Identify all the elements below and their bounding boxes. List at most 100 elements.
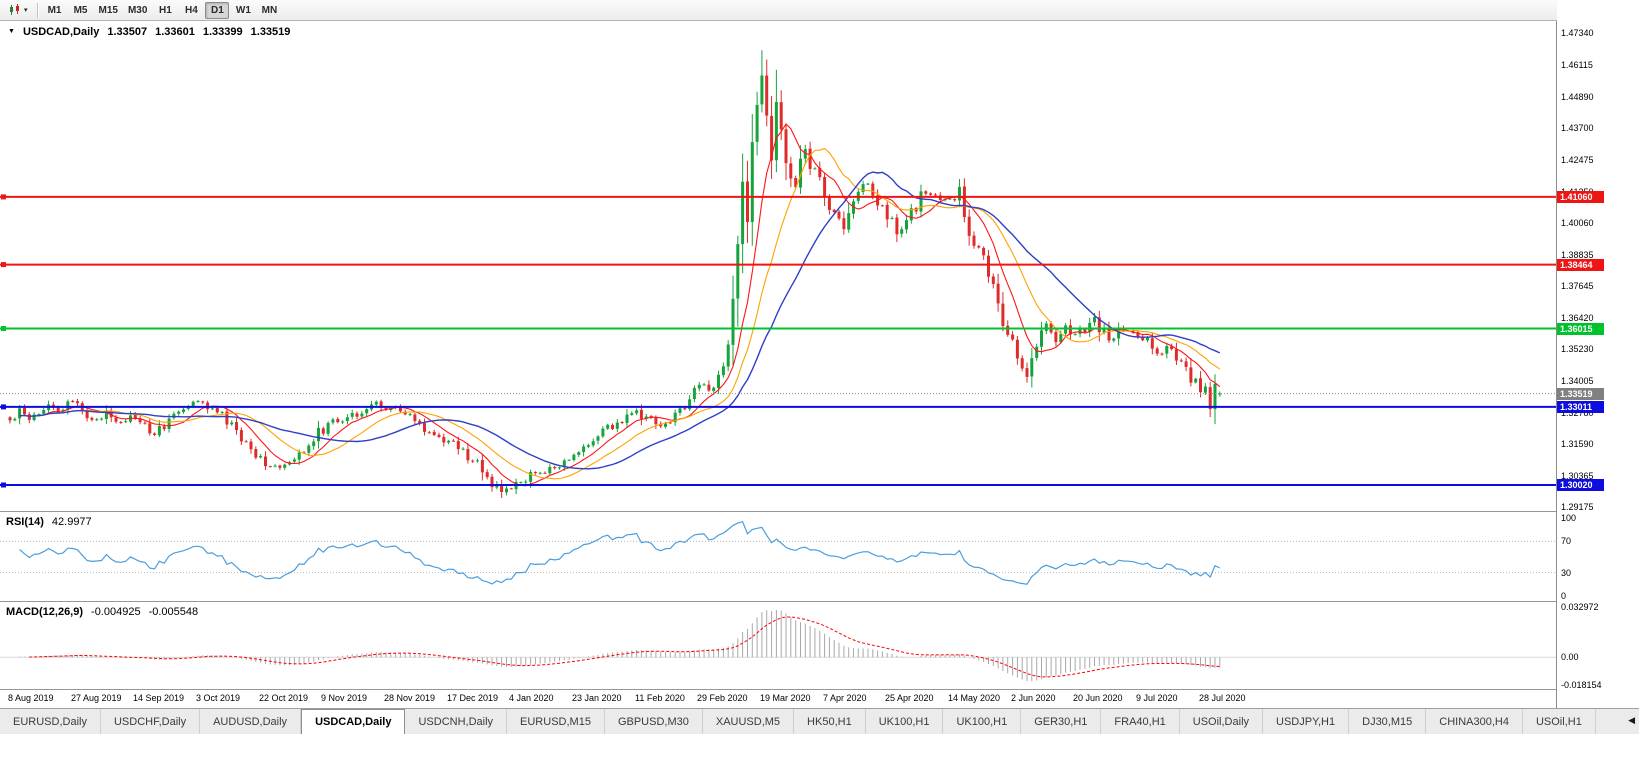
- price-axis-divider: [1556, 21, 1557, 708]
- date-axis-label: 19 Mar 2020: [760, 693, 811, 703]
- chart-tab-audusd-daily[interactable]: AUDUSD,Daily: [200, 709, 302, 734]
- main-chart-panel[interactable]: [0, 21, 1556, 511]
- ohlc-close-value: 1.33519: [250, 26, 291, 38]
- chart-tab-usdjpy-h1[interactable]: USDJPY,H1: [1263, 709, 1350, 734]
- price-axis-tick: 1.35230: [1561, 344, 1594, 354]
- timeframe-button-m15[interactable]: M15: [98, 4, 118, 16]
- timeframe-button-mn[interactable]: MN: [261, 4, 278, 16]
- date-axis-label: 3 Oct 2019: [196, 693, 241, 703]
- macd-panel[interactable]: [0, 603, 1556, 689]
- date-axis-label: 11 Feb 2020: [635, 693, 685, 703]
- chart-tab-usdcnh-daily[interactable]: USDCNH,Daily: [405, 709, 508, 734]
- timeframe-button-m30[interactable]: M30: [127, 4, 148, 16]
- ohlc-open-value: 1.33507: [107, 26, 148, 38]
- chart-tab-xauusd-m5[interactable]: XAUUSD,M5: [702, 709, 795, 734]
- chart-tab-usdchf-daily[interactable]: USDCHF,Daily: [100, 709, 201, 734]
- date-axis-label: 4 Jan 2020: [509, 693, 554, 703]
- price-axis[interactable]: 1.473401.461151.448901.437001.424751.412…: [1557, 0, 1639, 708]
- price-axis-tick: 1.40060: [1561, 218, 1594, 228]
- chart-tab-uk100-h1[interactable]: UK100,H1: [943, 709, 1022, 734]
- date-axis-label: 9 Nov 2019: [321, 693, 368, 703]
- macd-axis-tick: 0.032972: [1561, 602, 1599, 612]
- candlestick-chart-icon: [10, 4, 19, 15]
- main-chart-canvas[interactable]: [0, 21, 1556, 511]
- rsi-panel[interactable]: [0, 513, 1556, 601]
- rsi-axis-tick: 0: [1561, 591, 1567, 601]
- date-axis-label: 9 Jul 2020: [1136, 693, 1178, 703]
- timeframe-button-d1[interactable]: D1: [205, 1, 230, 19]
- timeframe-button-w1[interactable]: W1: [235, 4, 251, 16]
- price-axis-tick: 1.38835: [1561, 250, 1594, 260]
- hline-price-badge: 1.38464: [1557, 259, 1604, 271]
- chart-tab-gbpusd-m30[interactable]: GBPUSD,M30: [604, 709, 703, 734]
- macd-axis-tick: -0.018154: [1561, 680, 1602, 690]
- price-axis-tick: 1.37645: [1561, 281, 1594, 291]
- price-axis-tick: 1.47340: [1561, 28, 1594, 38]
- chevron-down-icon: ▾: [24, 7, 28, 14]
- rsi-label: RSI(14) 42.9977: [6, 516, 92, 528]
- price-axis-tick: 1.44890: [1561, 92, 1594, 102]
- chart-tab-eurusd-m15[interactable]: EURUSD,M15: [507, 709, 605, 734]
- date-axis-label: 22 Oct 2019: [259, 693, 309, 703]
- macd-label: MACD(12,26,9) -0.004925 -0.005548: [6, 606, 198, 618]
- date-axis-label: 25 Apr 2020: [885, 693, 934, 703]
- date-axis-label: 8 Aug 2019: [8, 693, 54, 703]
- chart-tab-eurusd-daily[interactable]: EURUSD,Daily: [0, 709, 101, 734]
- panel-separator[interactable]: [0, 511, 1639, 512]
- chart-tab-bar: EURUSD,Daily USDCHF,Daily AUDUSD,Daily USDC…: [0, 708, 1639, 734]
- hline-price-badge: 1.33011: [1557, 401, 1604, 413]
- chart-symbol-label: USDCAD,Daily: [22, 26, 100, 38]
- date-axis-label: 7 Apr 2020: [823, 693, 867, 703]
- top-toolbar: ▾ M1 M5 M15 M30 H1 H4 D1 W1 MN: [0, 0, 1639, 21]
- timeframe-group: M1 M5 M15 M30 H1 H4 D1 W1 MN: [42, 1, 283, 19]
- price-axis-tick: 1.46115: [1561, 60, 1593, 70]
- hline-price-badge: 1.30020: [1557, 479, 1604, 491]
- rsi-axis-tick: 30: [1561, 568, 1572, 578]
- chart-tab-usdcad-daily[interactable]: USDCAD,Daily: [301, 709, 406, 734]
- chart-header: ▼ USDCAD,Daily 1.33507 1.33601 1.33399 1…: [8, 26, 290, 38]
- timeframe-button-h1[interactable]: H1: [159, 4, 172, 16]
- chart-tab-fra40-h1[interactable]: FRA40,H1: [1101, 709, 1180, 734]
- timeframe-button-m5[interactable]: M5: [73, 4, 88, 16]
- timeframe-button-h4[interactable]: H4: [185, 4, 198, 16]
- panel-separator[interactable]: [0, 601, 1639, 602]
- hline-price-badge: 1.36015: [1557, 323, 1604, 335]
- timeframe-button-m1[interactable]: M1: [47, 4, 62, 16]
- macd-value: -0.004925: [91, 606, 141, 618]
- current-price-badge: 1.33519: [1557, 388, 1604, 400]
- tab-scroll-left-icon[interactable]: ◀: [1628, 715, 1635, 725]
- chart-tab-ger30-h1[interactable]: GER30,H1: [1021, 709, 1102, 734]
- date-axis[interactable]: 8 Aug 2019 27 Aug 2019 14 Sep 2019 3 Oct 20…: [0, 690, 1556, 708]
- ohlc-high-value: 1.33601: [155, 26, 195, 38]
- rsi-indicator-value: 42.9977: [51, 516, 92, 528]
- rsi-axis-tick: 70: [1561, 536, 1572, 546]
- rsi-axis-tick: 100: [1561, 513, 1577, 523]
- date-axis-label: 28 Jul 2020: [1199, 693, 1246, 703]
- price-axis-tick: 1.43700: [1561, 123, 1594, 133]
- ohlc-low-value: 1.33399: [202, 26, 243, 38]
- macd-canvas[interactable]: [0, 603, 1556, 689]
- panel-separator: [0, 689, 1639, 690]
- macd-axis-tick: 0.00: [1561, 652, 1579, 662]
- collapse-arrow-icon[interactable]: ▼: [8, 28, 15, 35]
- chart-tab-uk100-h1[interactable]: UK100,H1: [865, 709, 944, 734]
- chart-tab-china300-h4[interactable]: CHINA300,H4: [1426, 709, 1523, 734]
- date-axis-label: 2 Jun 2020: [1011, 693, 1056, 703]
- rsi-canvas[interactable]: [0, 513, 1556, 601]
- date-axis-label: 23 Jan 2020: [572, 693, 622, 703]
- price-axis-tick: 1.32780: [1561, 408, 1594, 418]
- chart-tab-usoil-daily[interactable]: USOil,Daily: [1179, 709, 1264, 734]
- chart-tab-usoil-h1[interactable]: USOil,H1: [1522, 709, 1596, 734]
- macd-signal-value: -0.005548: [148, 606, 199, 618]
- price-axis-tick: 1.29175: [1561, 502, 1594, 512]
- date-axis-label: 17 Dec 2019: [447, 693, 499, 703]
- chart-type-button[interactable]: ▾: [4, 2, 33, 19]
- toolbar-separator: [36, 2, 38, 18]
- chart-tab-dj30-m15[interactable]: DJ30,M15: [1349, 709, 1427, 734]
- price-axis-tick: 1.42475: [1561, 155, 1594, 165]
- price-axis-tick: 1.36420: [1561, 313, 1594, 323]
- hline-price-badge: 1.41060: [1557, 191, 1604, 203]
- chart-tab-hk50-h1[interactable]: HK50,H1: [794, 709, 866, 734]
- date-axis-label: 28 Nov 2019: [384, 693, 436, 703]
- price-axis-tick: 1.34005: [1561, 376, 1594, 386]
